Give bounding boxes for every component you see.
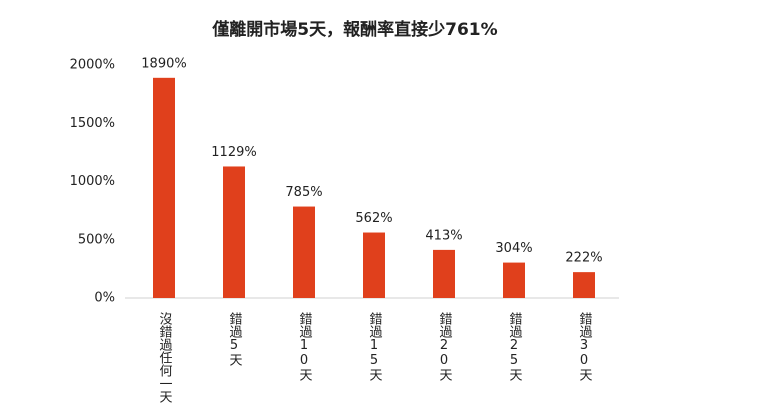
x-tick-label: 錯過30天: [577, 312, 593, 381]
x-tick-label: 沒錯過任何一天: [157, 312, 173, 403]
y-tick-label: 1500%: [70, 116, 115, 131]
bar: [363, 232, 385, 298]
data-label: 304%: [495, 241, 532, 256]
x-tick-label: 錯過10天: [297, 312, 313, 381]
chart-title: 僅離開市場5天，報酬率直接少761%: [211, 19, 497, 40]
y-tick-label: 0%: [94, 291, 115, 306]
x-tick-label: 錯過25天: [507, 312, 523, 381]
data-label: 1129%: [211, 145, 256, 160]
y-tick-label: 2000%: [70, 58, 115, 73]
y-tick-label: 1000%: [70, 174, 115, 189]
x-tick-label: 錯過15天: [367, 312, 383, 381]
data-label: 1890%: [141, 56, 186, 71]
data-label: 413%: [425, 228, 462, 243]
data-label: 222%: [565, 251, 602, 266]
bar: [433, 249, 455, 298]
bar: [223, 166, 245, 298]
x-tick-label: 錯過5天: [227, 312, 243, 366]
x-tick-label: 錯過20天: [437, 312, 453, 381]
y-tick-label: 500%: [78, 232, 115, 247]
bar: [503, 262, 525, 298]
bar: [573, 272, 595, 298]
data-label: 562%: [355, 211, 392, 226]
bar: [153, 77, 175, 298]
bar: [293, 206, 315, 298]
data-label: 785%: [285, 185, 322, 200]
